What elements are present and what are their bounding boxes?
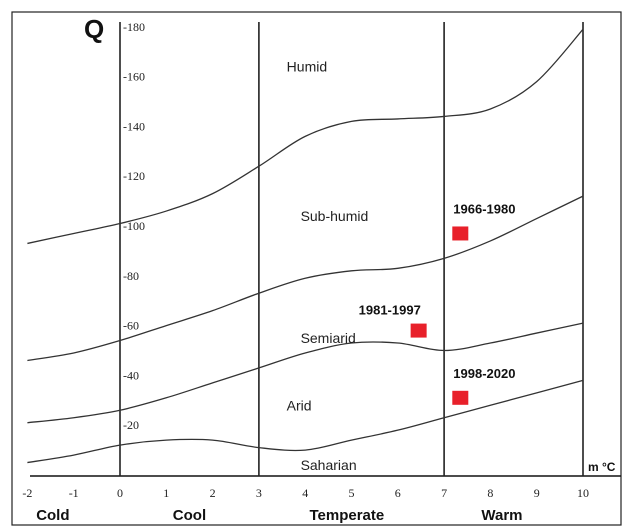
y-tick-label: -120 — [123, 169, 145, 183]
zone-label: Sub-humid — [301, 208, 369, 224]
x-tick-label: 8 — [487, 486, 493, 500]
y-tick-label: -20 — [123, 418, 139, 432]
x-tick-label: 4 — [302, 486, 308, 500]
y-tick-label: -60 — [123, 319, 139, 333]
zone-label: Arid — [287, 397, 312, 413]
x-tick-label: 1 — [163, 486, 169, 500]
x-tick-label: 9 — [534, 486, 540, 500]
y-tick-label: -180 — [123, 20, 145, 34]
frame — [11, 11, 622, 526]
zone-label: Humid — [287, 59, 327, 75]
period-marker — [452, 226, 469, 241]
period-label: 1966-1980 — [453, 201, 515, 216]
x-tick-label: -2 — [22, 486, 32, 500]
x-tick-label: 2 — [210, 486, 216, 500]
climate-label: Cool — [173, 507, 206, 524]
climate-label: Temperate — [309, 507, 384, 524]
x-tick-label: -1 — [69, 486, 79, 500]
boundary-curve-0 — [27, 28, 584, 245]
zone-label: Saharian — [301, 457, 357, 473]
boundary-curve-2 — [27, 322, 584, 424]
climate-label: Warm — [481, 507, 522, 524]
y-tick-label: -100 — [123, 219, 145, 233]
x-tick-label: 5 — [349, 486, 355, 500]
y-tick-label: -140 — [123, 119, 145, 133]
boundary-curve-3 — [27, 379, 584, 464]
y-axis-label: Q — [84, 14, 104, 44]
x-tick-label: 6 — [395, 486, 401, 500]
boundary-curve-1 — [27, 195, 584, 362]
x-tick-label: 7 — [441, 486, 447, 500]
x-axis-unit-label: m °C — [588, 460, 616, 474]
x-tick-label: 3 — [256, 486, 262, 500]
x-tick-label: 0 — [117, 486, 123, 500]
zone-label: Semiarid — [301, 330, 356, 346]
period-label: 1998-2020 — [453, 366, 515, 381]
climate-label: Cold — [36, 507, 69, 524]
period-marker — [452, 390, 469, 405]
period-marker — [410, 323, 427, 338]
y-tick-label: -40 — [123, 368, 139, 382]
x-tick-label: 10 — [577, 486, 589, 500]
y-tick-label: -160 — [123, 70, 145, 84]
y-tick-label: -80 — [123, 269, 139, 283]
period-label: 1981-1997 — [359, 303, 421, 318]
